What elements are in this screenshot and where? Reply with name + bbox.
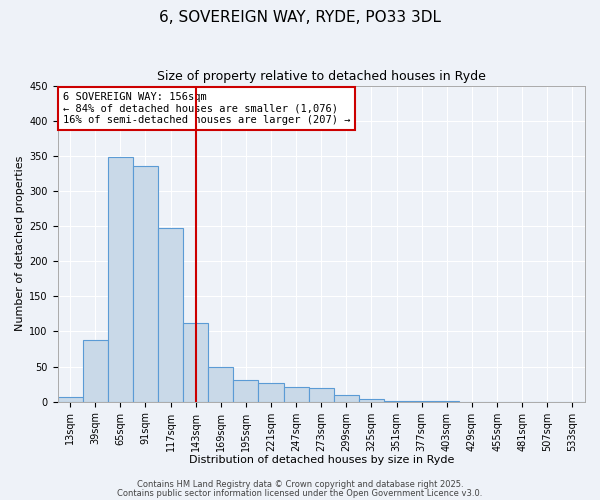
Bar: [409, 401, 434, 402]
Bar: [233, 380, 259, 402]
Bar: [158, 228, 183, 402]
Text: Contains HM Land Registry data © Crown copyright and database right 2025.: Contains HM Land Registry data © Crown c…: [137, 480, 463, 489]
Title: Size of property relative to detached houses in Ryde: Size of property relative to detached ho…: [157, 70, 485, 83]
Bar: [259, 384, 284, 402]
Bar: [308, 388, 334, 402]
Bar: [284, 387, 308, 402]
Bar: [58, 397, 83, 402]
Bar: [208, 368, 233, 402]
Bar: [183, 323, 208, 402]
Y-axis label: Number of detached properties: Number of detached properties: [15, 156, 25, 332]
Text: Contains public sector information licensed under the Open Government Licence v3: Contains public sector information licen…: [118, 488, 482, 498]
Bar: [434, 401, 460, 402]
Bar: [334, 396, 359, 402]
Bar: [384, 401, 409, 402]
Bar: [359, 399, 384, 402]
Text: 6, SOVEREIGN WAY, RYDE, PO33 3DL: 6, SOVEREIGN WAY, RYDE, PO33 3DL: [159, 10, 441, 25]
X-axis label: Distribution of detached houses by size in Ryde: Distribution of detached houses by size …: [188, 455, 454, 465]
Bar: [133, 166, 158, 402]
Bar: [83, 340, 108, 402]
Text: 6 SOVEREIGN WAY: 156sqm
← 84% of detached houses are smaller (1,076)
16% of semi: 6 SOVEREIGN WAY: 156sqm ← 84% of detache…: [63, 92, 350, 125]
Bar: [108, 156, 133, 402]
